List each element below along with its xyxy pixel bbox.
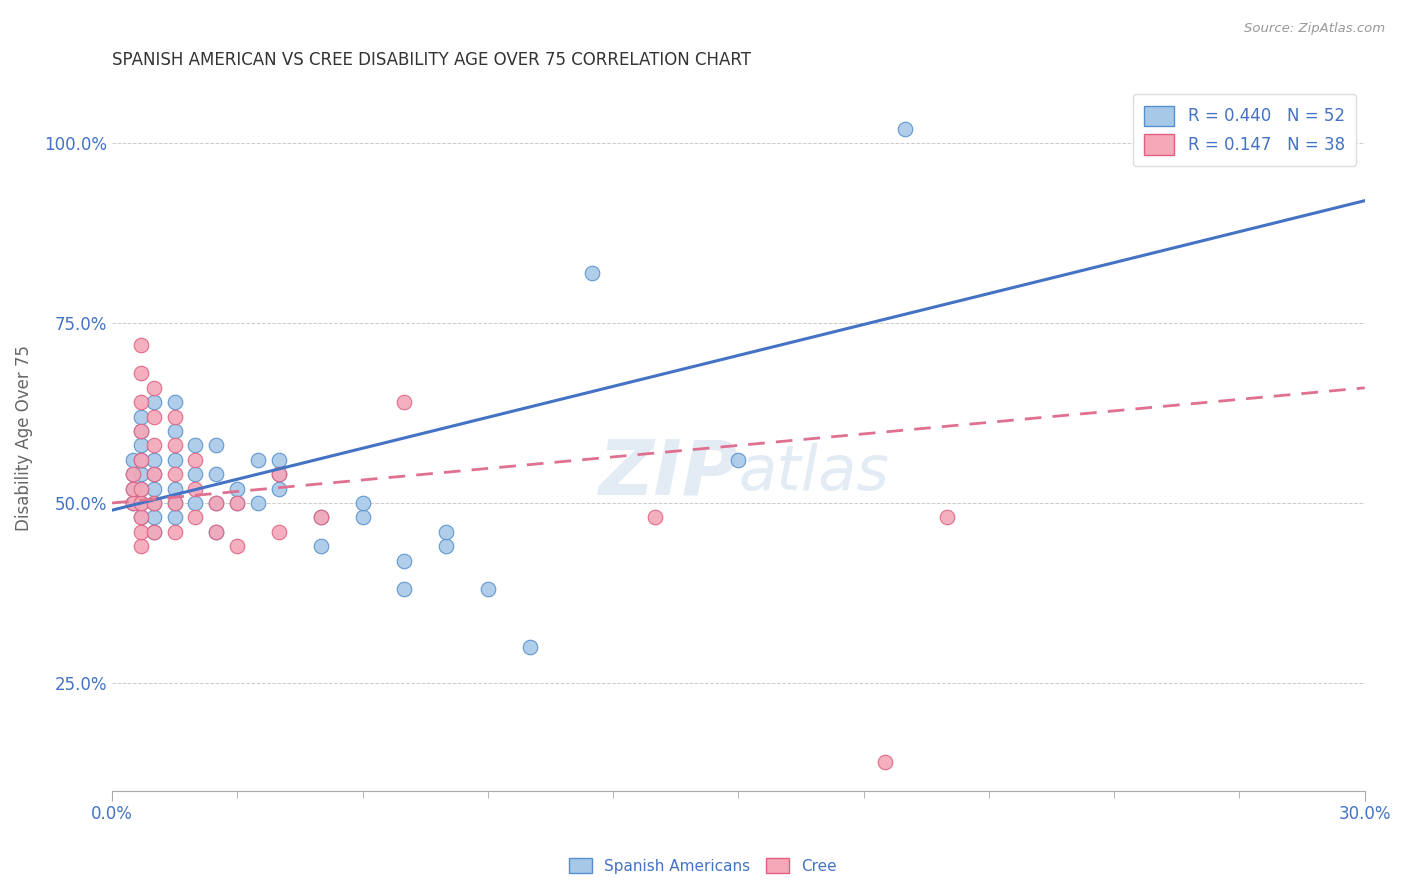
Legend: Spanish Americans, Cree: Spanish Americans, Cree: [564, 852, 842, 880]
Point: [226, 482, 249, 496]
Point: [142, 524, 165, 539]
Point: [142, 395, 165, 409]
Point: [121, 496, 143, 510]
Point: [163, 482, 186, 496]
Point: [129, 409, 152, 424]
Point: [129, 467, 152, 482]
Point: [129, 424, 152, 438]
Point: [352, 496, 374, 510]
Point: [163, 496, 186, 510]
Point: [205, 496, 228, 510]
Point: [129, 482, 152, 496]
Point: [121, 452, 143, 467]
Point: [163, 510, 186, 524]
Point: [894, 121, 917, 136]
Point: [247, 452, 270, 467]
Point: [205, 524, 228, 539]
Point: [129, 424, 152, 438]
Point: [163, 496, 186, 510]
Point: [267, 524, 290, 539]
Point: [247, 496, 270, 510]
Text: atlas: atlas: [738, 443, 890, 503]
Point: [163, 452, 186, 467]
Point: [184, 482, 207, 496]
Point: [205, 438, 228, 452]
Point: [142, 467, 165, 482]
Point: [129, 496, 152, 510]
Point: [727, 452, 749, 467]
Y-axis label: Disability Age Over 75: Disability Age Over 75: [15, 345, 32, 532]
Point: [352, 510, 374, 524]
Point: [477, 582, 499, 597]
Point: [184, 510, 207, 524]
Point: [121, 496, 143, 510]
Point: [142, 467, 165, 482]
Point: [163, 395, 186, 409]
Point: [129, 337, 152, 351]
Point: [129, 482, 152, 496]
Point: [129, 452, 152, 467]
Point: [163, 467, 186, 482]
Point: [129, 524, 152, 539]
Point: [309, 510, 332, 524]
Legend: R = 0.440   N = 52, R = 0.147   N = 38: R = 0.440 N = 52, R = 0.147 N = 38: [1133, 94, 1357, 166]
Point: [205, 467, 228, 482]
Point: [936, 510, 959, 524]
Point: [226, 539, 249, 553]
Point: [163, 409, 186, 424]
Point: [184, 438, 207, 452]
Point: [226, 496, 249, 510]
Point: [581, 266, 603, 280]
Point: [163, 524, 186, 539]
Point: [226, 496, 249, 510]
Point: [309, 539, 332, 553]
Point: [644, 510, 666, 524]
Point: [434, 539, 457, 553]
Point: [309, 510, 332, 524]
Point: [121, 467, 143, 482]
Point: [121, 482, 143, 496]
Point: [142, 438, 165, 452]
Point: [267, 467, 290, 482]
Point: [163, 424, 186, 438]
Point: [394, 553, 416, 567]
Point: [129, 452, 152, 467]
Point: [394, 582, 416, 597]
Point: [129, 438, 152, 452]
Point: [129, 395, 152, 409]
Point: [142, 496, 165, 510]
Point: [1291, 128, 1313, 143]
Point: [129, 367, 152, 381]
Point: [267, 452, 290, 467]
Point: [142, 452, 165, 467]
Point: [142, 409, 165, 424]
Point: [142, 381, 165, 395]
Point: [121, 482, 143, 496]
Point: [121, 467, 143, 482]
Point: [184, 467, 207, 482]
Point: [142, 510, 165, 524]
Point: [394, 395, 416, 409]
Point: [205, 496, 228, 510]
Point: [142, 496, 165, 510]
Text: SPANISH AMERICAN VS CREE DISABILITY AGE OVER 75 CORRELATION CHART: SPANISH AMERICAN VS CREE DISABILITY AGE …: [112, 51, 751, 69]
Point: [519, 640, 541, 654]
Point: [434, 524, 457, 539]
Point: [129, 496, 152, 510]
Point: [142, 482, 165, 496]
Point: [129, 539, 152, 553]
Point: [163, 438, 186, 452]
Text: Source: ZipAtlas.com: Source: ZipAtlas.com: [1244, 22, 1385, 36]
Point: [873, 755, 896, 769]
Text: ZIP: ZIP: [599, 436, 738, 510]
Point: [267, 482, 290, 496]
Point: [129, 510, 152, 524]
Point: [129, 510, 152, 524]
Point: [184, 452, 207, 467]
Point: [142, 524, 165, 539]
Point: [205, 524, 228, 539]
Point: [267, 467, 290, 482]
Point: [184, 496, 207, 510]
